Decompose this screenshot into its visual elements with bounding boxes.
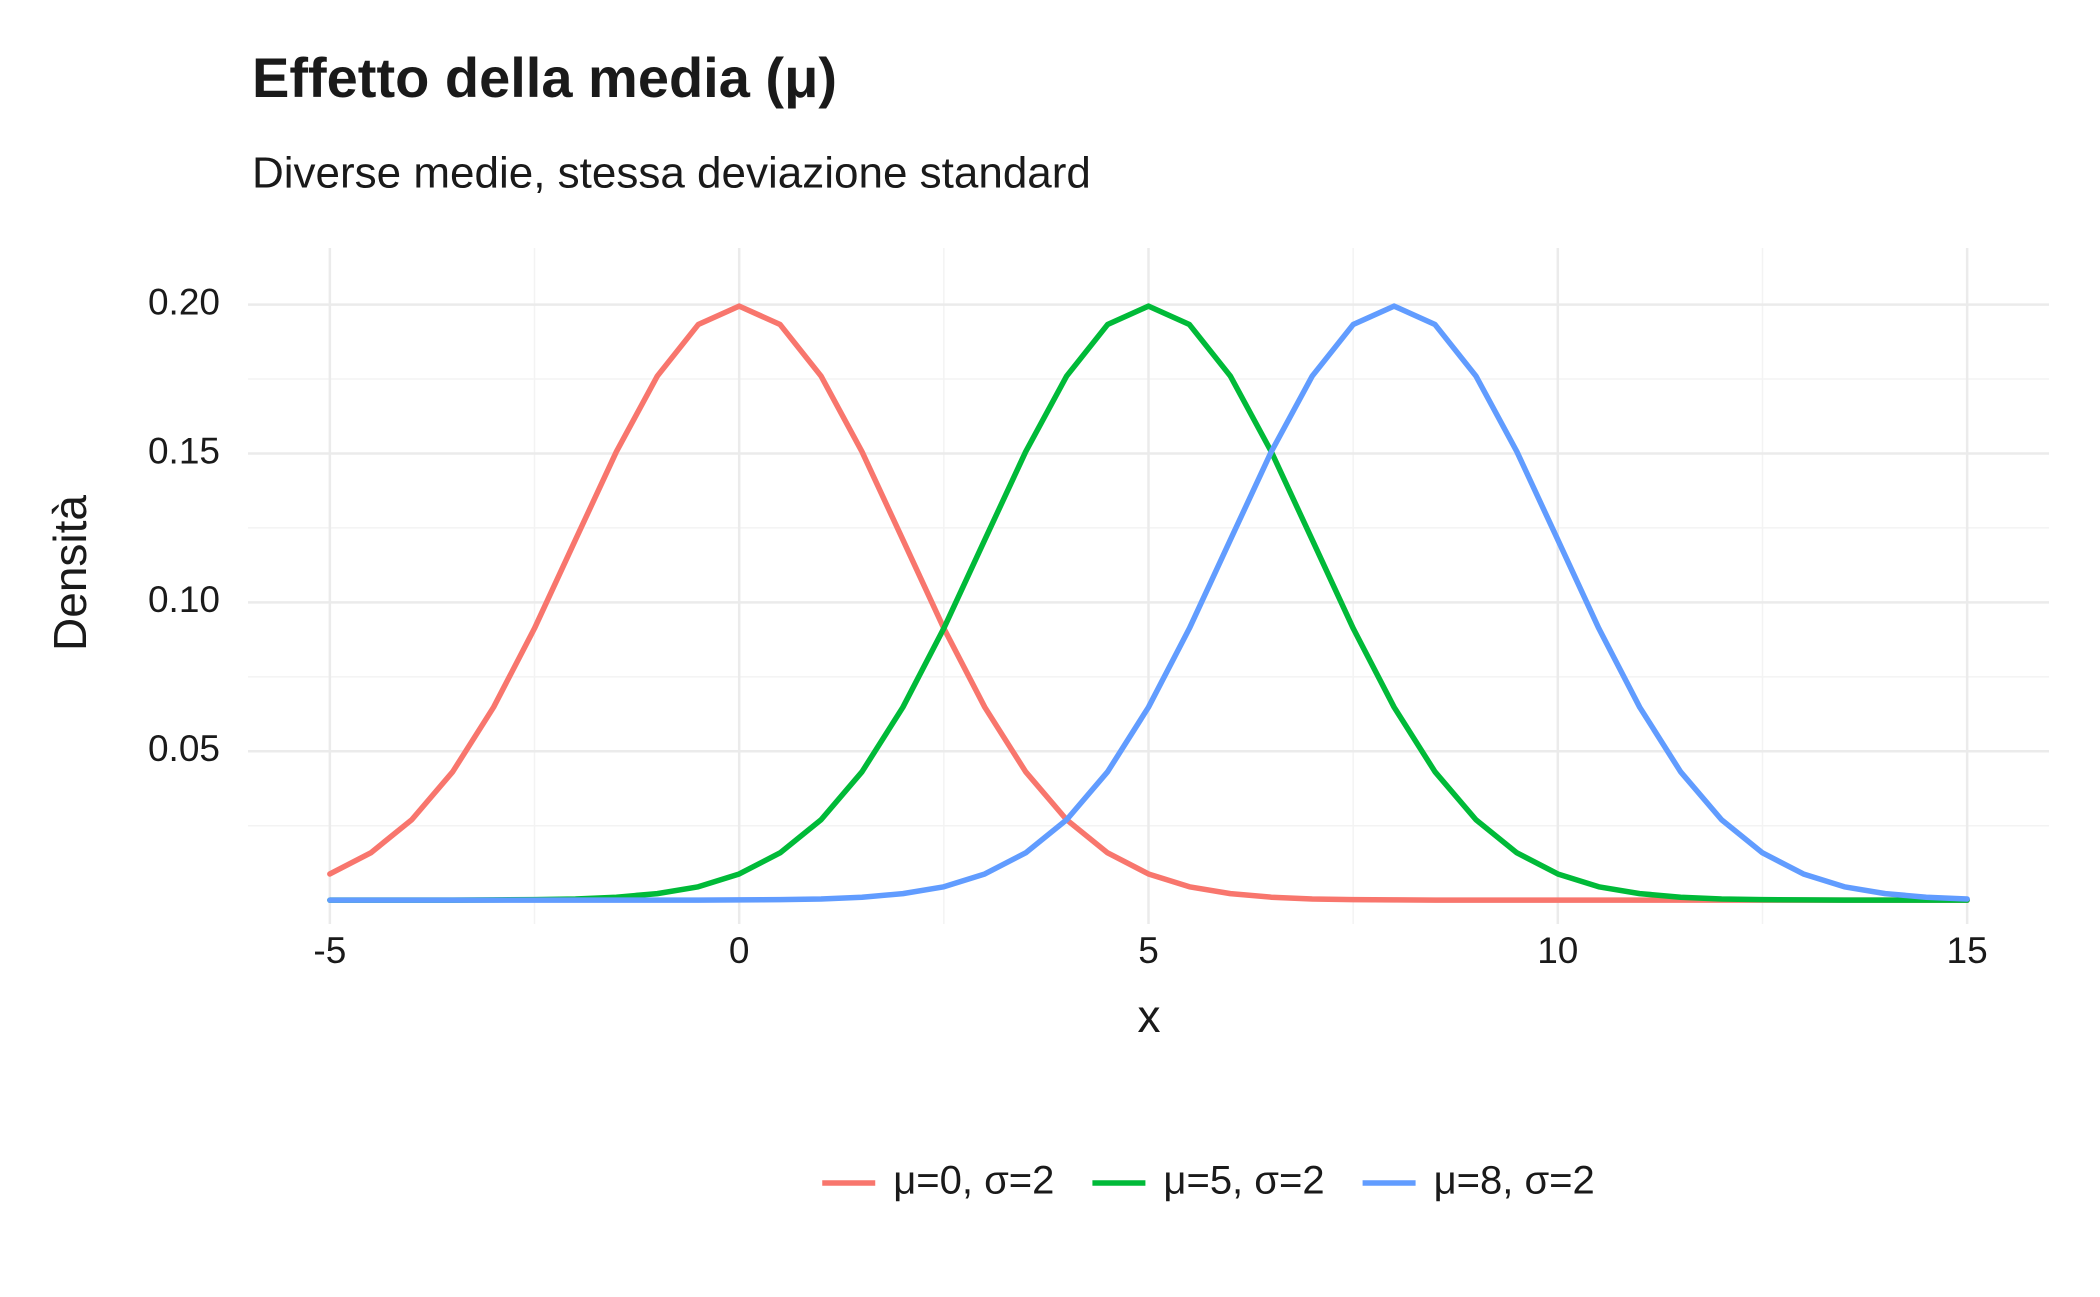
chart-subtitle: Diverse medie, stessa deviazione standar… — [252, 149, 1091, 198]
chart-title: Effetto della media (μ) — [252, 46, 837, 109]
x-tick-label: 0 — [729, 930, 750, 971]
legend-label: μ=5, σ=2 — [1163, 1159, 1324, 1203]
series-line — [327, 303, 1970, 903]
x-tick-label: 15 — [1947, 930, 1988, 971]
y-tick-label: 0.20 — [148, 281, 220, 322]
y-tick-label: 0.15 — [148, 430, 220, 471]
legend-label: μ=0, σ=2 — [893, 1159, 1054, 1203]
y-tick-label: 0.10 — [148, 579, 220, 620]
x-axis-label: x — [1138, 990, 1161, 1042]
x-tick-label: 5 — [1138, 930, 1159, 971]
y-tick-label: 0.05 — [148, 728, 220, 769]
x-tick-label: 10 — [1537, 930, 1578, 971]
y-axis-label: Densità — [44, 495, 96, 651]
legend-label: μ=8, σ=2 — [1434, 1159, 1595, 1203]
x-tick-label: -5 — [313, 930, 346, 971]
